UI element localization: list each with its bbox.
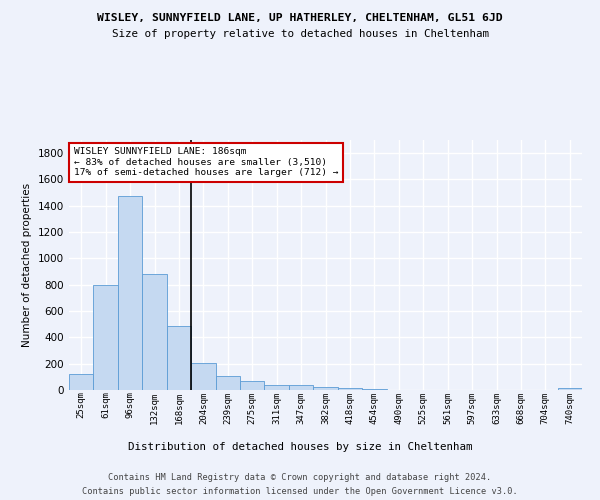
Text: WISLEY, SUNNYFIELD LANE, UP HATHERLEY, CHELTENHAM, GL51 6JD: WISLEY, SUNNYFIELD LANE, UP HATHERLEY, C…: [97, 12, 503, 22]
Y-axis label: Number of detached properties: Number of detached properties: [22, 183, 32, 347]
Bar: [289, 386, 313, 390]
Bar: [69, 374, 94, 390]
Bar: [557, 388, 582, 390]
Bar: [94, 284, 118, 390]
Bar: [265, 384, 289, 390]
Bar: [118, 196, 142, 390]
Text: Contains HM Land Registry data © Crown copyright and database right 2024.: Contains HM Land Registry data © Crown c…: [109, 472, 491, 482]
Text: Contains public sector information licensed under the Open Government Licence v3: Contains public sector information licen…: [82, 488, 518, 496]
Bar: [191, 363, 215, 390]
Text: Size of property relative to detached houses in Cheltenham: Size of property relative to detached ho…: [112, 29, 488, 39]
Text: Distribution of detached houses by size in Cheltenham: Distribution of detached houses by size …: [128, 442, 472, 452]
Text: WISLEY SUNNYFIELD LANE: 186sqm
← 83% of detached houses are smaller (3,510)
17% : WISLEY SUNNYFIELD LANE: 186sqm ← 83% of …: [74, 148, 338, 178]
Bar: [338, 388, 362, 390]
Bar: [215, 376, 240, 390]
Bar: [313, 386, 338, 390]
Bar: [240, 382, 265, 390]
Bar: [142, 274, 167, 390]
Bar: [167, 326, 191, 390]
